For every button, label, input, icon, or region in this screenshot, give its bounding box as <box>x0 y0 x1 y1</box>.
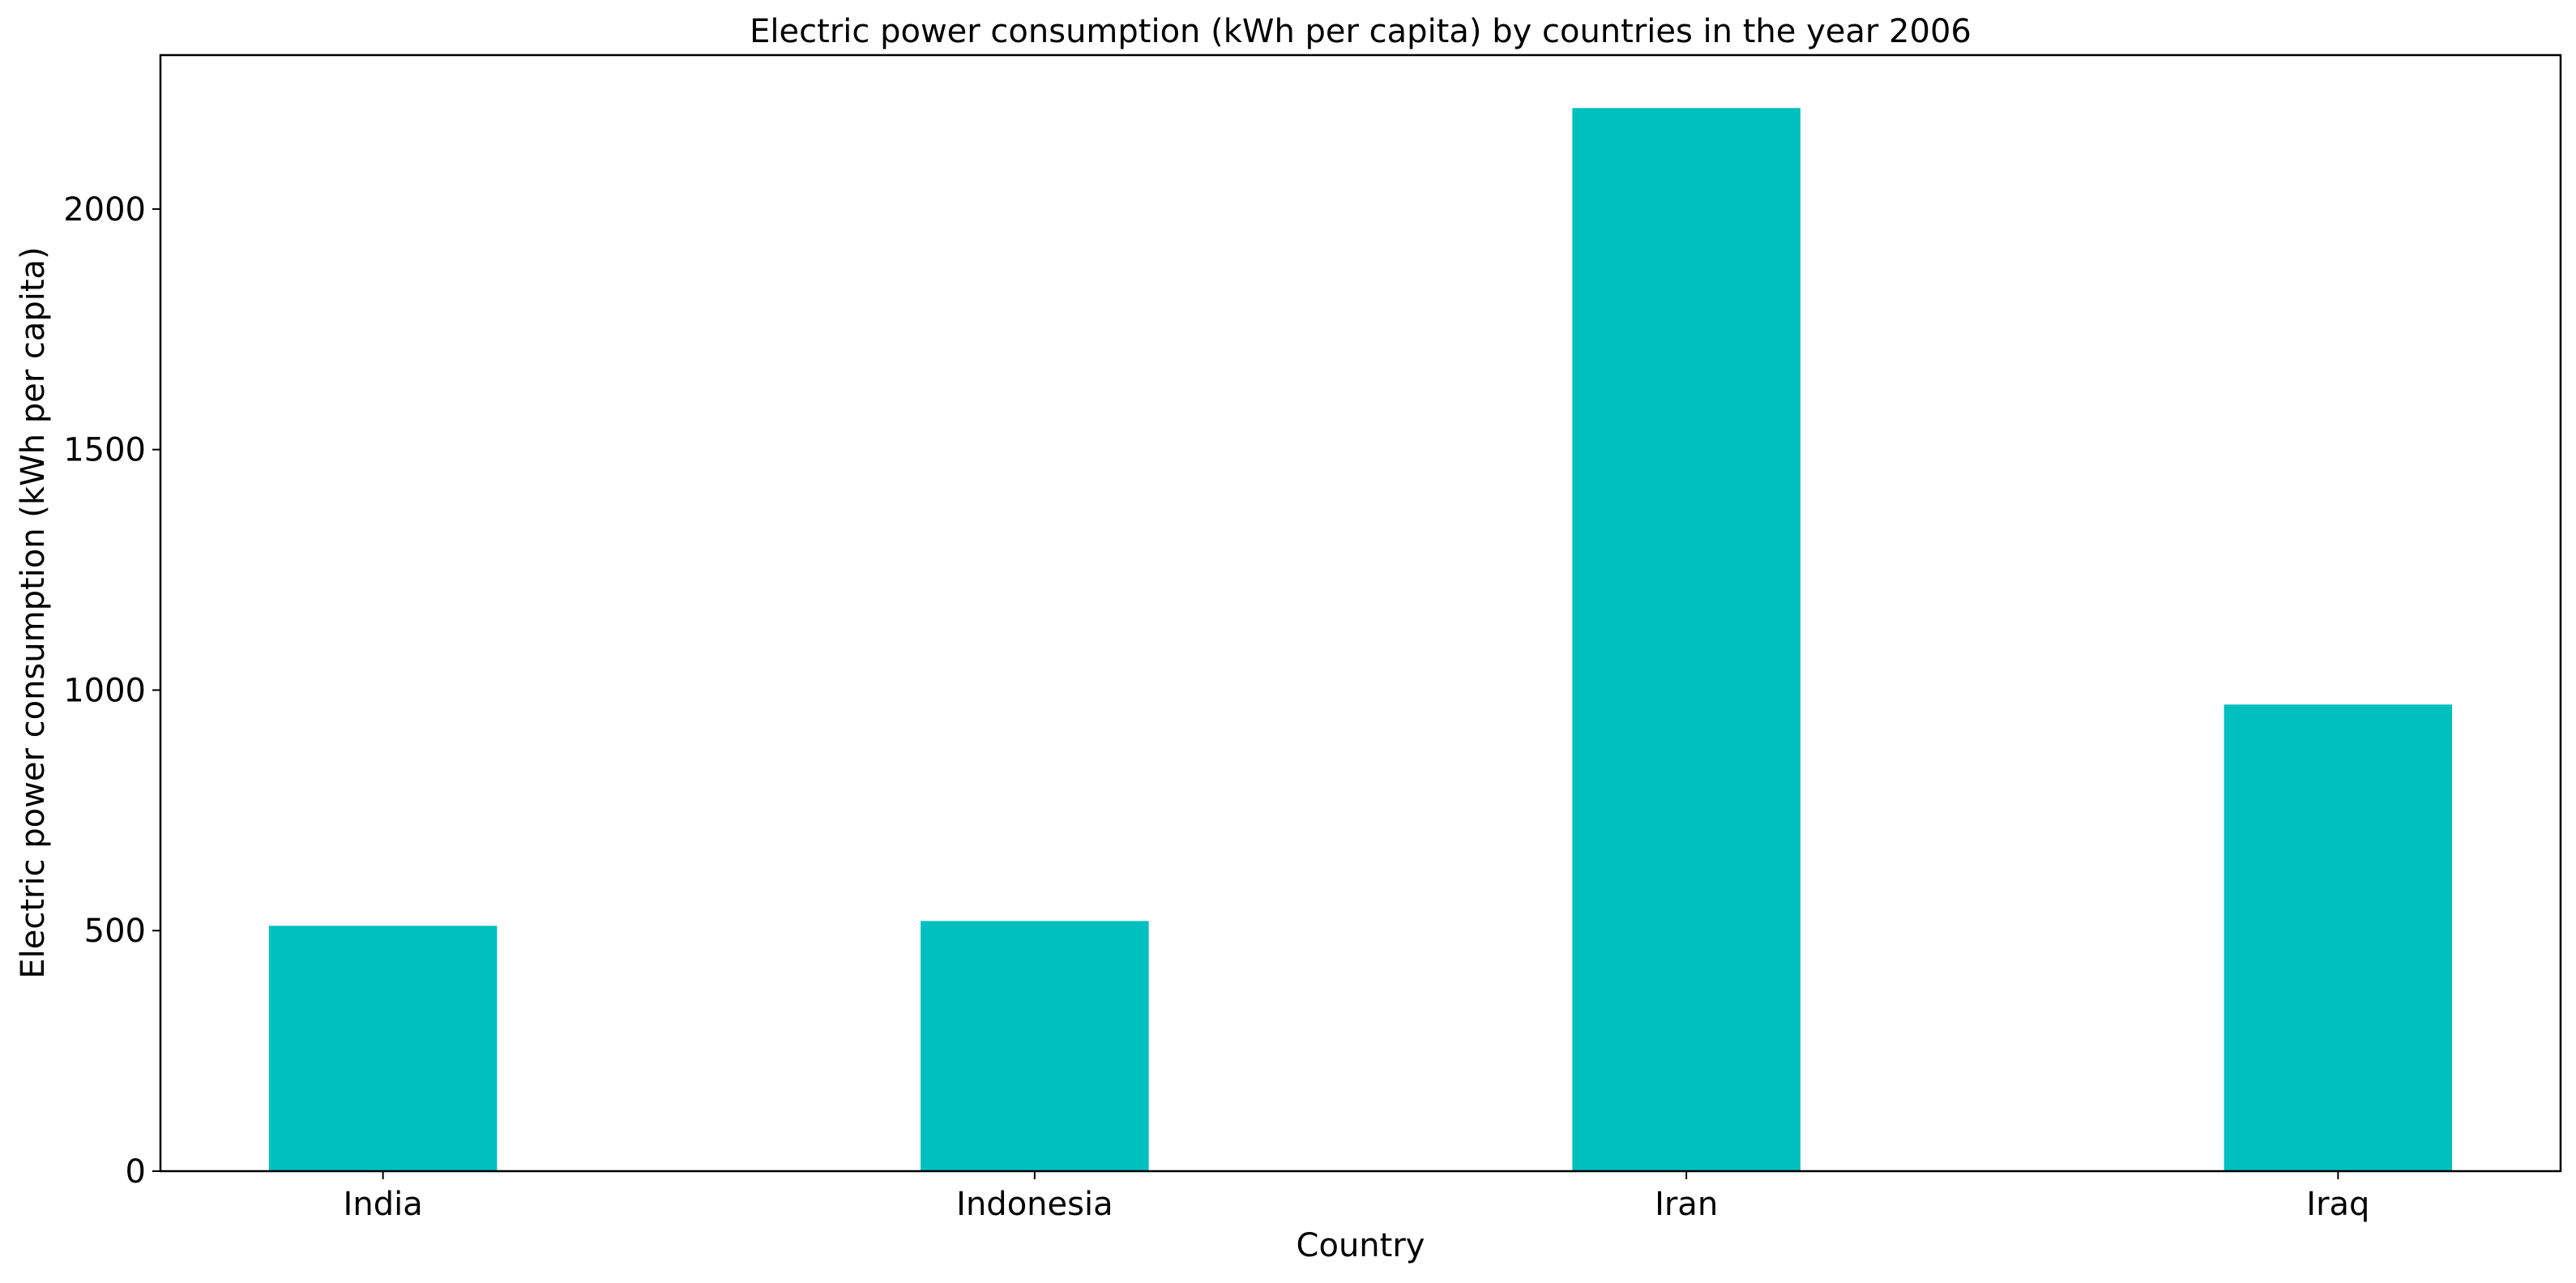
x-axis-label: Country <box>1297 1227 1425 1264</box>
y-tick-label: 500 <box>84 913 146 950</box>
y-axis-label: Electric power consumption (kWh per capi… <box>15 246 52 978</box>
x-tick-label: Iran <box>1655 1186 1718 1223</box>
x-tick-label: India <box>344 1186 423 1223</box>
bar-indonesia <box>921 921 1149 1171</box>
chart-title: Electric power consumption (kWh per capi… <box>750 13 1972 50</box>
bars-layer <box>268 108 2453 1171</box>
y-axis-ticks: 0 500 1000 1500 2000 <box>63 191 160 1191</box>
x-tick-label: Indonesia <box>956 1186 1113 1223</box>
y-tick-label: 1500 <box>63 432 146 469</box>
bar-iraq <box>2224 704 2453 1171</box>
y-tick-label: 2000 <box>63 191 146 229</box>
plot-area-frame <box>159 53 2562 1173</box>
bar-india <box>268 926 498 1171</box>
y-tick-label: 0 <box>126 1153 146 1191</box>
y-tick-label: 1000 <box>63 672 146 709</box>
bar-iran <box>1572 108 1801 1171</box>
x-tick-label: Iraq <box>2306 1186 2369 1223</box>
x-axis-ticks: India Indonesia Iran Iraq <box>344 1171 2369 1223</box>
